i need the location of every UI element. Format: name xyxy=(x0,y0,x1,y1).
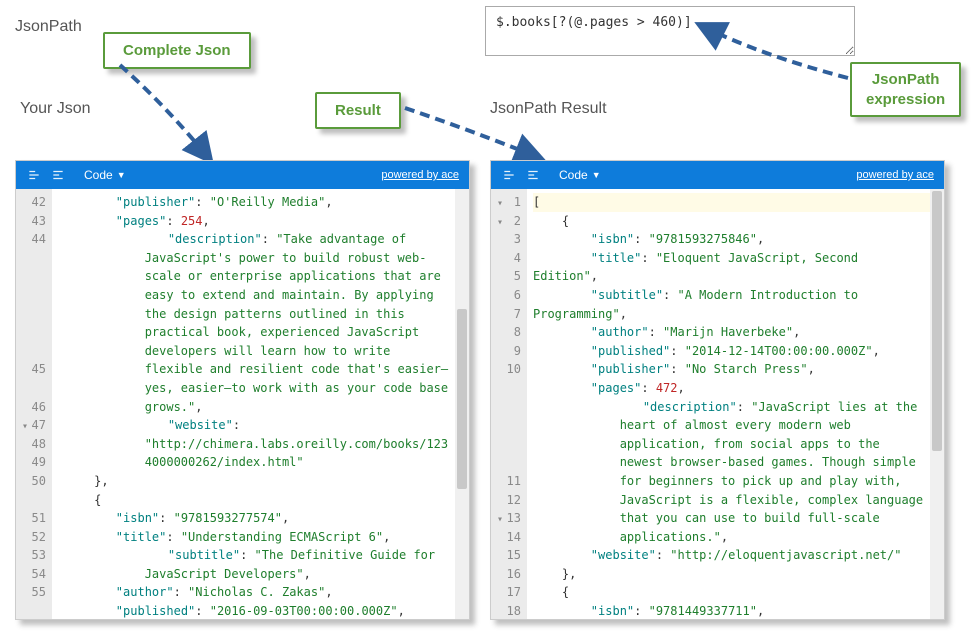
editor-body[interactable]: 424344 45 4647▾484950 5152535455 "publis… xyxy=(16,189,469,619)
chevron-down-icon: ▼ xyxy=(592,170,601,180)
jsonpath-result-label: JsonPath Result xyxy=(490,100,607,118)
editor-toolbar: Code ▼ powered by ace xyxy=(16,161,469,189)
source-json-editor[interactable]: Code ▼ powered by ace 424344 45 4647▾4849… xyxy=(15,160,470,620)
mode-label: Code xyxy=(559,168,588,182)
scroll-thumb[interactable] xyxy=(457,309,467,489)
powered-by-link[interactable]: powered by ace xyxy=(381,169,459,181)
mode-label: Code xyxy=(84,168,113,182)
compact-icon[interactable] xyxy=(50,167,66,183)
scrollbar[interactable] xyxy=(455,189,469,619)
jsonpath-label: JsonPath xyxy=(15,18,82,36)
format-icon[interactable] xyxy=(26,167,42,183)
result-json-editor[interactable]: Code ▼ powered by ace 1▾2▾345678910 11121… xyxy=(490,160,945,620)
compact-icon[interactable] xyxy=(525,167,541,183)
scroll-thumb[interactable] xyxy=(932,191,942,451)
callout-complete-json: Complete Json xyxy=(103,32,251,69)
mode-dropdown[interactable]: Code ▼ xyxy=(559,168,601,182)
callout-expression: JsonPathexpression xyxy=(850,62,961,117)
powered-by-link[interactable]: powered by ace xyxy=(856,169,934,181)
chevron-down-icon: ▼ xyxy=(117,170,126,180)
your-json-label: Your Json xyxy=(20,100,91,118)
editor-body[interactable]: 1▾2▾345678910 111213▾1415161718192021 [ … xyxy=(491,189,944,619)
code-area[interactable]: [ { "isbn": "9781593275846", "title": "E… xyxy=(527,189,944,619)
scrollbar[interactable] xyxy=(930,189,944,619)
callout-result: Result xyxy=(315,92,401,129)
code-area[interactable]: "publisher": "O'Reilly Media", "pages": … xyxy=(52,189,469,619)
line-gutter: 424344 45 4647▾484950 5152535455 xyxy=(16,189,52,619)
format-icon[interactable] xyxy=(501,167,517,183)
jsonpath-input[interactable]: $.books[?(@.pages > 460)] xyxy=(485,6,855,56)
line-gutter: 1▾2▾345678910 111213▾1415161718192021 xyxy=(491,189,527,619)
mode-dropdown[interactable]: Code ▼ xyxy=(84,168,126,182)
editor-toolbar: Code ▼ powered by ace xyxy=(491,161,944,189)
